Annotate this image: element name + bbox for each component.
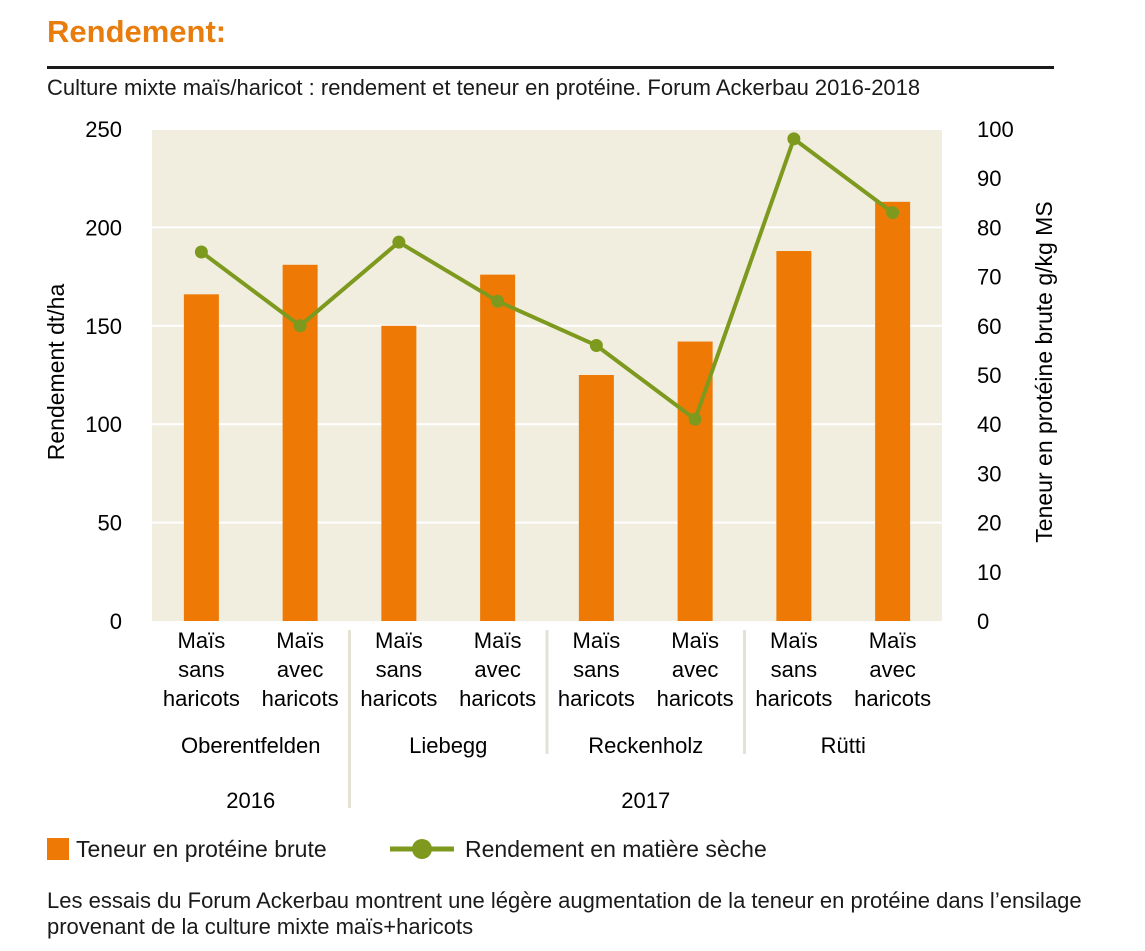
group-separators [348, 630, 746, 808]
category-tick-label: haricots [459, 686, 536, 711]
line-point [787, 132, 801, 146]
line-point [194, 245, 208, 259]
group-label: Rütti [821, 733, 866, 758]
right-tick-label: 60 [977, 314, 1001, 339]
bars [183, 201, 911, 622]
left-tick-label: 50 [98, 511, 122, 536]
right-tick-label: 20 [977, 511, 1001, 536]
category-tick-label: haricots [558, 686, 635, 711]
right-tick-label: 40 [977, 412, 1001, 437]
line-point [392, 235, 406, 249]
bar [480, 274, 516, 621]
category-tick-label: Maïs [671, 628, 719, 653]
line-path [200, 136, 894, 422]
group-label: Liebegg [409, 733, 487, 758]
category-tick-label: haricots [262, 686, 339, 711]
y-axis-label: Rendement dt/ha [43, 284, 69, 461]
line-point [293, 319, 307, 333]
group-label: Oberentfelden [181, 733, 320, 758]
right-tick-label: 30 [977, 461, 1001, 486]
left-tick-label: 0 [110, 609, 122, 634]
category-tick-label: haricots [755, 686, 832, 711]
right-tick-label: 90 [977, 166, 1001, 191]
category-tick-label: avec [474, 657, 520, 682]
bar [578, 375, 614, 621]
title-rule [47, 66, 1054, 69]
series-line [194, 132, 900, 426]
bar [183, 294, 219, 621]
left-tick-label: 100 [85, 412, 122, 437]
category-tick-label: Maïs [869, 628, 917, 653]
bar [381, 325, 417, 621]
chart-subtitle: Culture mixte maïs/haricot : rendement e… [47, 75, 921, 100]
left-tick-label: 200 [85, 215, 122, 240]
legend-line-marker [412, 839, 432, 859]
category-tick-label: haricots [854, 686, 931, 711]
left-tick-label: 250 [85, 117, 122, 142]
category-tick-label: Maïs [770, 628, 818, 653]
footnote: Les essais du Forum Ackerbau montrent un… [47, 888, 1082, 939]
legend-label-bars: Teneur en protéine brute [76, 836, 327, 862]
line-point [688, 412, 702, 426]
bar [776, 251, 812, 622]
left-axis-ticks: 0 50 100 150 200 250 [85, 117, 122, 634]
category-tick-label: sans [178, 657, 224, 682]
category-tick-label: haricots [360, 686, 437, 711]
category-labels: Maïs sans haricots Maïs avec haricots Maïs sans… [163, 628, 931, 711]
category-tick-label: sans [771, 657, 817, 682]
category-tick-label: Maïs [474, 628, 522, 653]
y-axis-label-right: Teneur en protéine brute g/kg MS [1031, 201, 1057, 542]
right-tick-label: 50 [977, 363, 1001, 388]
category-tick-label: avec [672, 657, 718, 682]
category-tick-label: sans [573, 657, 619, 682]
line-point [491, 294, 505, 308]
category-tick-label: Maïs [178, 628, 226, 653]
category-tick-label: haricots [163, 686, 240, 711]
left-tick-label: 150 [85, 314, 122, 339]
category-tick-label: haricots [657, 686, 734, 711]
group-label: Reckenholz [588, 733, 703, 758]
category-tick-label: Maïs [276, 628, 324, 653]
category-tick-label: Maïs [375, 628, 423, 653]
right-axis-ticks: 0 10 20 30 40 50 60 70 80 90 100 [977, 117, 1014, 634]
year-label: 2016 [226, 788, 275, 813]
category-tick-label: avec [869, 657, 915, 682]
plot-background [152, 129, 942, 621]
right-tick-label: 0 [977, 609, 989, 634]
right-tick-label: 70 [977, 265, 1001, 290]
right-tick-label: 100 [977, 117, 1014, 142]
line-point [589, 338, 603, 352]
year-label: 2017 [621, 788, 670, 813]
legend-label-line: Rendement en matière sèche [465, 836, 767, 862]
category-tick-label: Maïs [573, 628, 621, 653]
bar [875, 201, 911, 622]
right-tick-label: 10 [977, 560, 1001, 585]
year-labels: 2016 2017 [226, 788, 670, 813]
legend-bar-swatch [47, 838, 69, 860]
category-tick-label: avec [277, 657, 323, 682]
page-title: Rendement: [47, 14, 227, 49]
category-tick-label: sans [376, 657, 422, 682]
group-labels: Oberentfelden Liebegg Reckenholz Rütti [181, 733, 866, 758]
right-tick-label: 80 [977, 215, 1001, 240]
line-point [886, 206, 900, 220]
